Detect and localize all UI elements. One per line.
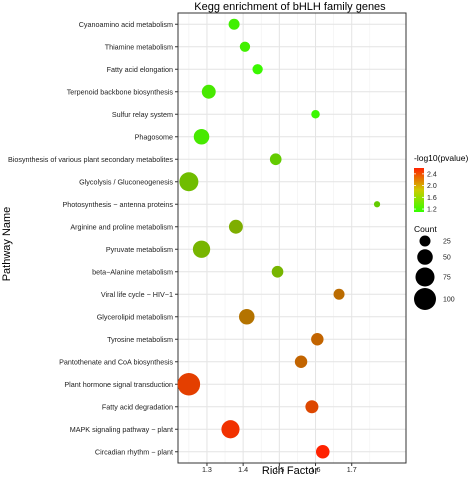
y-tick-label: Pantothenate and CoA biosynthesis <box>59 357 173 366</box>
x-tick-label: 1.7 <box>347 465 357 474</box>
size-legend-label: 100 <box>443 297 455 304</box>
data-point <box>193 128 210 145</box>
data-point <box>311 109 320 119</box>
data-point <box>315 444 330 459</box>
y-tick-label: Cyanoamino acid metabolism <box>79 20 173 29</box>
plot-area: Cyanoamino acid metabolism Thiamine metab… <box>8 12 407 474</box>
size-legend-label: 25 <box>443 239 451 246</box>
data-point <box>192 240 211 258</box>
data-point <box>238 308 255 325</box>
data-point <box>228 219 243 234</box>
data-point <box>201 84 216 99</box>
y-tick-label: Pyruvate metabolism <box>106 245 173 254</box>
x-tick-label: 1.6 <box>311 465 321 474</box>
y-tick-label: Glycerolipid metabolism <box>97 312 173 321</box>
size-legend-label: 50 <box>443 255 451 262</box>
data-point <box>269 153 282 166</box>
x-axis-label: Rich Factor <box>262 465 319 475</box>
x-tick-label: 1.3 <box>202 465 212 474</box>
y-tick-label: Phagosome <box>135 132 173 141</box>
data-point <box>305 400 319 414</box>
chart-title: Kegg enrichment of bHLH family genes <box>194 1 386 13</box>
color-legend-title: -log10(pvalue) <box>414 153 469 163</box>
data-point <box>271 265 284 278</box>
colorbar-tick-label: 2.0 <box>427 183 437 190</box>
size-legend-circle <box>415 267 435 287</box>
data-point <box>177 372 201 396</box>
y-tick-label: Glycolysis / Gluconeogenesis <box>79 177 173 186</box>
size-legend-circle <box>414 288 436 310</box>
y-tick-label: Photosynthesis − antenna proteins <box>63 200 174 209</box>
size-legend-title: Count <box>414 224 437 234</box>
y-tick-label: Terpenoid backbone biosynthesis <box>67 87 174 96</box>
data-point <box>294 355 308 368</box>
y-tick-label: Viral life cycle − HIV−1 <box>101 290 173 299</box>
colorbar-tick-label: 2.4 <box>427 171 437 178</box>
data-point <box>239 41 251 52</box>
colorbar-tick-label: 1.6 <box>427 195 437 202</box>
plot-border <box>177 12 407 464</box>
data-point <box>221 420 240 439</box>
y-tick-label: Biosynthesis of various plant secondary … <box>8 155 173 164</box>
y-tick-label: beta−Alanine metabolism <box>92 267 173 276</box>
y-tick-label: Fatty acid elongation <box>107 65 173 74</box>
data-point <box>252 64 263 75</box>
data-point <box>333 288 345 300</box>
x-tick-label: 1.5 <box>274 465 284 474</box>
y-tick-label: Sulfur relay system <box>112 110 173 119</box>
size-legend-label: 75 <box>443 275 451 282</box>
data-point <box>373 201 381 208</box>
size-legend-circle <box>419 235 431 247</box>
size-legend-circle <box>417 249 433 265</box>
y-tick-label: Plant hormone signal transduction <box>64 380 173 389</box>
colorbar-tick-label: 1.2 <box>427 207 437 214</box>
x-tick-label: 1.4 <box>238 465 248 474</box>
colorbar <box>414 168 424 212</box>
plot-background <box>178 13 406 463</box>
y-tick-label: MAPK signaling pathway − plant <box>70 425 173 434</box>
legend: -log10(pvalue) 1.2 1.6 2.0 2.4 Count 25 50 75 100 <box>414 153 469 310</box>
data-point <box>179 172 199 192</box>
y-tick-label: Arginine and proline metabolism <box>70 222 173 231</box>
y-tick-label: Thiamine metabolism <box>105 42 173 51</box>
y-tick-label: Tyrosine metabolism <box>107 335 173 344</box>
y-tick-label: Fatty acid degradation <box>102 402 173 411</box>
y-tick-label: Circadian rhythm − plant <box>95 447 173 456</box>
y-axis-label: Pathway Name <box>1 207 13 282</box>
data-point <box>228 18 240 30</box>
data-point <box>311 333 324 346</box>
